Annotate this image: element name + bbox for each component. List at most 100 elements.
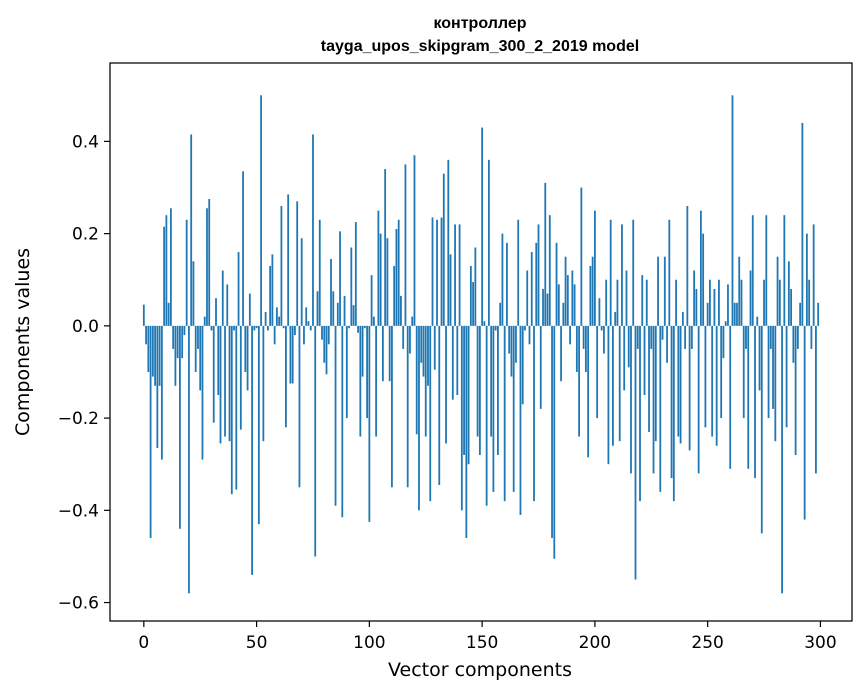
bar [458,224,461,326]
bar [548,215,551,326]
x-axis-ticks: 0 50 100 150 200 250 300 [138,621,837,653]
bar [668,219,671,326]
bar [314,325,317,557]
bar [291,325,294,384]
bar [481,127,484,326]
bar [535,242,538,326]
bar [427,325,429,386]
bar [442,173,445,326]
bar [508,325,511,354]
bar [330,258,332,326]
bar [375,325,378,437]
bar [431,217,434,326]
bar [269,265,272,326]
bar [533,325,535,502]
bar [756,316,759,326]
bar [729,325,732,469]
bar [483,321,486,326]
bar [253,325,256,331]
bar [487,159,490,326]
bar [727,284,729,326]
bar [244,325,247,372]
bar [300,238,303,326]
bar [589,265,592,326]
bar [677,325,680,437]
bar [395,229,398,326]
bar [657,256,659,326]
bar [578,325,580,437]
bar [424,325,427,437]
bar [747,325,750,469]
bar [334,325,337,506]
bar [154,325,156,386]
bar [472,282,474,326]
bar [648,325,650,432]
bar [724,321,727,326]
bar [192,261,195,326]
y-tick-label: 0.4 [72,132,99,152]
bar [731,95,734,326]
bar [575,325,578,372]
bar [305,307,308,326]
bar [776,256,779,326]
bar [501,233,504,326]
x-tick-label: 100 [353,633,385,653]
bar [438,325,441,485]
x-tick-label: 250 [691,633,723,653]
bar [616,279,619,326]
y-axis-ticks: −0.6 −0.4 −0.2 0.0 0.2 0.4 [58,132,110,614]
bar [808,279,811,326]
bar [609,219,612,326]
bar [391,325,393,488]
bar [190,134,193,326]
bar [697,325,700,474]
bar [174,325,177,386]
bar [402,325,405,349]
bar [237,252,240,326]
bar [388,325,391,382]
bar [621,224,623,326]
bar [562,302,565,326]
bar [197,325,199,349]
bar [643,325,646,396]
bar [812,224,815,326]
bar [352,305,355,326]
bar [215,298,217,326]
bar [690,325,693,349]
bar [203,316,206,326]
bar [641,275,644,326]
bar [805,233,808,326]
bar [228,325,231,442]
y-axis-label: Components values [12,248,34,436]
bar [765,215,768,326]
bar [451,325,454,400]
bar [422,325,425,377]
bar [587,325,590,458]
bar [733,302,736,326]
bar [630,325,632,474]
bar [176,325,179,359]
bar [257,325,260,525]
bar [316,291,319,326]
y-tick-label: −0.2 [58,409,99,429]
bar [778,279,781,326]
bar [627,325,630,368]
bar [817,302,820,326]
bar [221,270,224,326]
bar [411,316,414,326]
bar [790,288,792,326]
x-tick-label: 200 [579,633,611,653]
bar [440,217,443,326]
bar [745,325,747,349]
bar [494,325,497,331]
bar [224,325,226,437]
bar [652,325,655,474]
bar [605,279,608,326]
bar [591,256,594,326]
bar [709,279,711,326]
bar [318,219,321,326]
bar [542,288,544,326]
bar [506,242,508,326]
bar [702,233,705,326]
bar [309,325,312,331]
